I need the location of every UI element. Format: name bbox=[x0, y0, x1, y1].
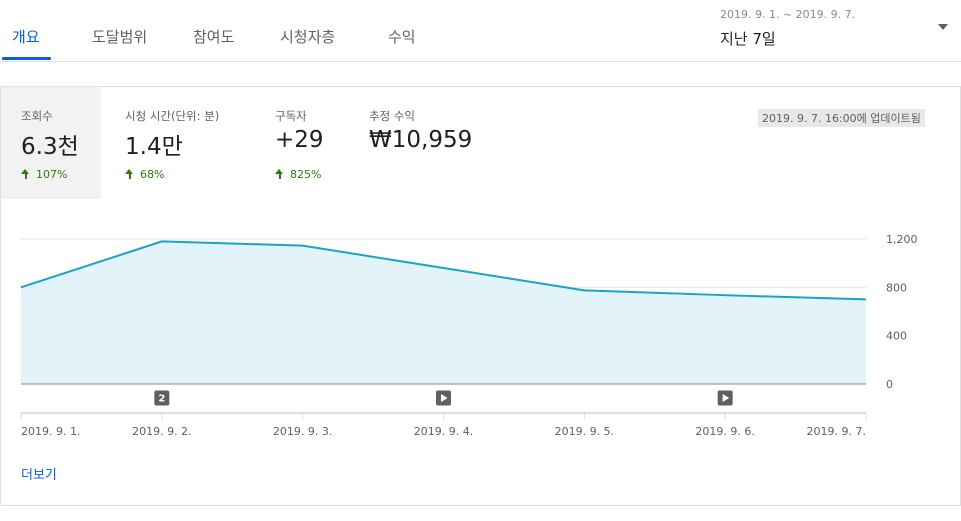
views-area bbox=[21, 241, 866, 384]
date-range-text: 2019. 9. 1. ~ 2019. 9. 7. bbox=[720, 8, 856, 21]
metric-views[interactable]: 조회수 6.3천 107% bbox=[1, 87, 101, 199]
y-tick-label-1: 400 bbox=[886, 330, 907, 343]
date-range-label: 지난 7일 bbox=[720, 30, 776, 48]
x-tick-label-1: 2019. 9. 2. bbox=[132, 425, 191, 438]
y-tick-labels: 0 400 800 1,200 bbox=[886, 233, 918, 391]
metric-views-delta-value: 107% bbox=[36, 168, 68, 181]
arrow-up-icon bbox=[275, 169, 284, 179]
x-tick-label-0: 2019. 9. 1. bbox=[21, 425, 80, 438]
play-icon bbox=[441, 394, 448, 402]
tab-revenue[interactable]: 수익 bbox=[388, 28, 416, 46]
metric-views-value: 6.3천 bbox=[21, 134, 79, 160]
overview-card: 조회수 6.3천 107% 시청 시간(단위: 분) 1.4만 68% 구독자 … bbox=[0, 86, 961, 506]
x-tick-labels: 2019. 9. 1. 2019. 9. 2. 2019. 9. 3. 2019. 9… bbox=[21, 425, 866, 438]
more-link[interactable]: 더보기 bbox=[21, 468, 57, 483]
tab-reach[interactable]: 도달범위 bbox=[92, 28, 148, 46]
metric-watch-time-delta: 68% bbox=[125, 168, 164, 181]
updated-badge: 2019. 9. 7. 16:00에 업데이트됨 bbox=[758, 109, 925, 127]
video-markers: 2 bbox=[154, 390, 733, 406]
marker-box-0 bbox=[154, 390, 170, 406]
active-tab-indicator bbox=[2, 57, 51, 60]
metric-watch-time-label: 시청 시간(단위: 분) bbox=[125, 109, 220, 123]
metric-watch-time-value: 1.4만 bbox=[125, 134, 183, 160]
x-tick-label-5: 2019. 9. 6. bbox=[695, 425, 754, 438]
x-tick-label-2: 2019. 9. 3. bbox=[273, 425, 332, 438]
date-range-picker[interactable]: 2019. 9. 1. ~ 2019. 9. 7. 지난 7일 bbox=[720, 6, 956, 56]
tab-engagement[interactable]: 참여도 bbox=[193, 28, 235, 46]
x-tick-label-6: 2019. 9. 7. bbox=[807, 425, 866, 438]
tab-audience[interactable]: 시청자층 bbox=[280, 28, 336, 46]
y-tick-label-2: 800 bbox=[886, 281, 907, 294]
metric-subscribers[interactable]: 구독자 +29 825% bbox=[251, 87, 351, 199]
arrow-up-icon bbox=[21, 169, 30, 179]
metric-views-label: 조회수 bbox=[21, 109, 53, 123]
metric-subscribers-value: +29 bbox=[275, 127, 324, 153]
metric-subscribers-label: 구독자 bbox=[275, 109, 307, 123]
metric-subscribers-delta: 825% bbox=[275, 168, 321, 181]
metric-revenue-value: ₩10,959 bbox=[369, 127, 473, 153]
x-tick-label-4: 2019. 9. 5. bbox=[555, 425, 614, 438]
marker-count-label: 2 bbox=[158, 394, 165, 405]
tab-overview[interactable]: 개요 bbox=[12, 28, 40, 46]
chevron-down-icon bbox=[938, 24, 948, 30]
metric-subscribers-delta-value: 825% bbox=[290, 168, 322, 181]
y-tick-label-3: 1,200 bbox=[886, 233, 918, 246]
metric-watch-time[interactable]: 시청 시간(단위: 분) 1.4만 68% bbox=[101, 87, 251, 199]
metric-revenue-label: 추정 수익 bbox=[369, 109, 415, 123]
metric-revenue[interactable]: 추정 수익 ₩10,959 bbox=[351, 87, 491, 199]
arrow-up-icon bbox=[125, 169, 134, 179]
play-icon bbox=[722, 394, 730, 402]
metric-views-delta: 107% bbox=[21, 168, 67, 181]
views-line bbox=[20, 240, 867, 301]
x-tick-label-3: 2019. 9. 4. bbox=[414, 425, 473, 438]
y-tick-label-0: 0 bbox=[886, 378, 893, 391]
analytics-tabs: 개요 도달범위 참여도 시청자층 수익 2019. 9. 1. ~ 2019. … bbox=[0, 0, 961, 62]
metric-watch-time-delta-value: 68% bbox=[140, 168, 165, 181]
